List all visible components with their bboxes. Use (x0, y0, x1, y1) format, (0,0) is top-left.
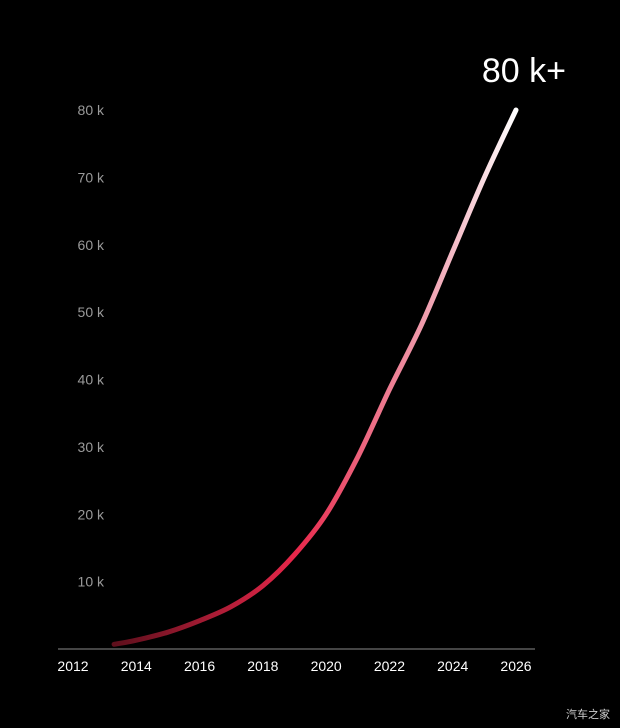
x-tick-label: 2026 (500, 658, 531, 674)
x-tick-label: 2014 (121, 658, 152, 674)
y-tick-label: 30 k (78, 439, 105, 455)
y-tick-label: 60 k (78, 237, 105, 253)
y-tick-label: 70 k (78, 169, 105, 185)
x-tick-label: 2024 (437, 658, 468, 674)
y-tick-labels: 10 k 20 k 30 k 40 k 50 k 60 k 70 k 80 k (78, 102, 105, 590)
y-tick-label: 10 k (78, 574, 105, 590)
x-tick-label: 2020 (311, 658, 342, 674)
y-tick-label: 80 k (78, 102, 105, 118)
watermark-text: 汽车之家 (566, 708, 610, 721)
series-line (111, 107, 519, 647)
x-tick-label: 2022 (374, 658, 405, 674)
y-tick-label: 20 k (78, 506, 105, 522)
x-tick-label: 2016 (184, 658, 215, 674)
y-tick-label: 40 k (78, 372, 105, 388)
y-tick-label: 50 k (78, 304, 105, 320)
x-tick-labels: 2012 2014 2016 2018 2020 2022 2024 2026 (57, 658, 531, 674)
x-tick-label: 2012 (57, 658, 88, 674)
end-value-label: 80 k+ (482, 52, 566, 90)
x-tick-label: 2018 (247, 658, 278, 674)
